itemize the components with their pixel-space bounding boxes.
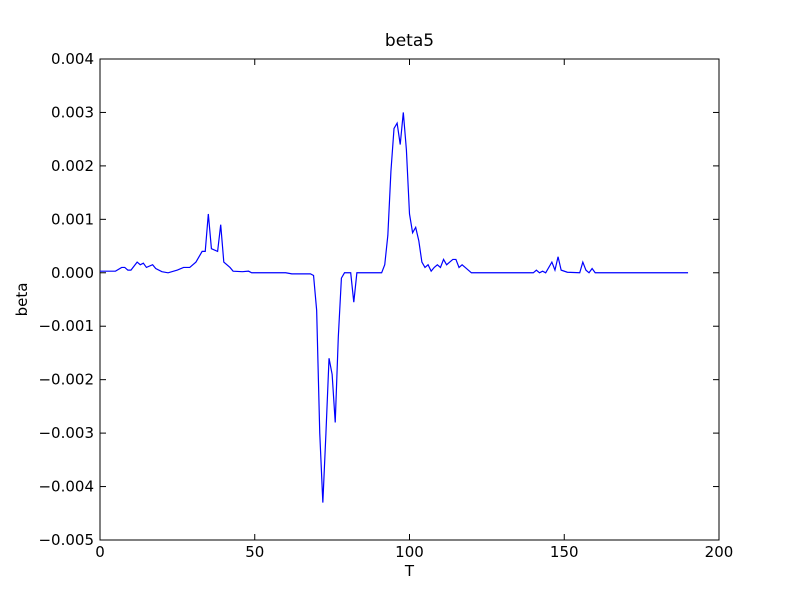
- x-tick-label: 200: [705, 543, 734, 561]
- x-tick-label: 0: [95, 543, 105, 561]
- y-tick-label: 0.003: [51, 103, 94, 121]
- x-axis-label: T: [404, 562, 415, 580]
- x-tick-label: 100: [395, 543, 424, 561]
- y-tick-label: 0.001: [51, 210, 94, 228]
- x-tick-label: 50: [245, 543, 264, 561]
- data-line: [100, 112, 689, 503]
- x-tick-label: 150: [550, 543, 579, 561]
- y-axis-label: beta: [13, 283, 31, 317]
- y-tick-label: 0.000: [51, 264, 94, 282]
- y-tick-label: −0.005: [38, 531, 94, 549]
- y-tick-label: 0.002: [51, 157, 94, 175]
- y-tick-label: −0.002: [38, 371, 94, 389]
- y-tick-label: −0.004: [38, 478, 94, 496]
- y-tick-label: 0.004: [51, 50, 94, 68]
- chart-title: beta5: [385, 31, 434, 51]
- y-tick-label: −0.001: [38, 317, 94, 335]
- plot-frame: [99, 58, 720, 541]
- y-tick-label: −0.003: [38, 424, 94, 442]
